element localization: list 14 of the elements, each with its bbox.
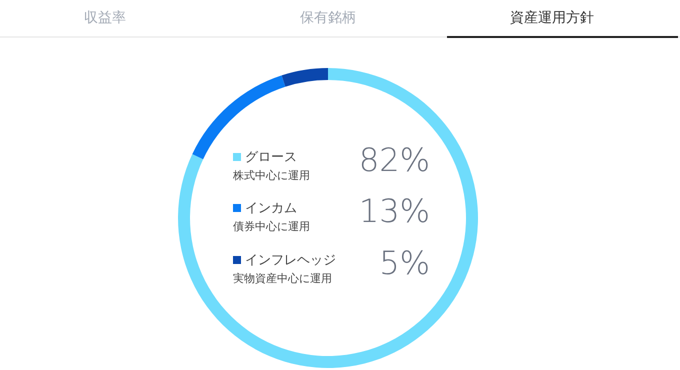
donut-slice: [282, 68, 328, 87]
data-label: 82%: [358, 141, 430, 179]
data-label: 13%: [358, 192, 430, 230]
legend-label: インカム: [245, 201, 297, 216]
data-label: 5%: [379, 244, 430, 282]
text: 株式中心に運用: [232, 169, 310, 182]
text: 収益率: [84, 10, 126, 26]
text: 保有銘柄: [300, 10, 356, 26]
text: 債券中心に運用: [233, 220, 310, 233]
legend-label: グロース: [245, 150, 297, 165]
donut-slice: [178, 68, 478, 368]
text: 資産運用方針: [510, 10, 594, 26]
text: 実物資産中心に運用: [233, 272, 332, 285]
legend-label: インフレヘッジ: [245, 253, 336, 268]
